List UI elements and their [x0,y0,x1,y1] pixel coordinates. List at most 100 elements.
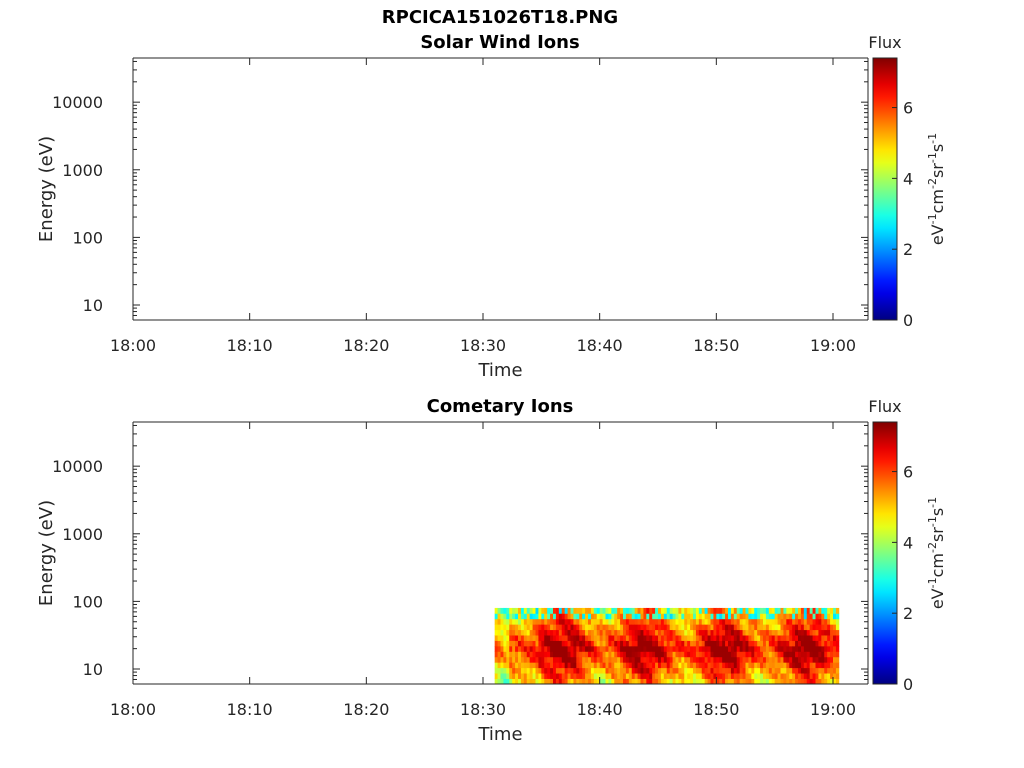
spectrogram-cell [812,613,816,620]
spectrogram-cell [830,656,834,663]
spectrogram-cell [605,645,609,652]
spectrogram-cell [725,618,729,625]
spectrogram-cell [582,662,586,669]
spectrogram-cell [774,645,778,652]
spectrogram-cell [713,640,717,647]
spectrogram-cell [669,667,673,674]
spectrogram-cell [710,645,714,652]
spectrogram-cell [748,656,752,663]
spectrogram-cell [596,673,601,679]
spectrogram-cell [710,673,714,679]
spectrogram-cell [833,662,837,669]
spectrogram-cell [506,607,510,614]
spectrogram-cell [617,629,621,636]
spectrogram-cell [672,613,676,620]
spectrogram-cell [745,673,749,679]
spectrogram-cell [637,624,641,631]
spectrogram-cell [675,613,679,620]
spectrogram-cell [558,629,563,636]
spectrogram-cell [695,635,700,641]
spectrogram-cell [818,618,822,625]
spectrogram-cell [660,624,665,631]
spectrogram-cell [588,635,592,641]
spectrogram-cell [541,618,545,625]
spectrogram-cell [500,629,504,636]
spectrogram-cell [620,673,624,679]
spectrogram-cell [628,635,633,641]
spectrogram-cell [786,645,790,652]
spectrogram-cell [637,640,641,647]
spectrogram-cell [678,662,682,669]
spectrogram-cell [751,678,755,685]
spectrogram-cell [722,667,726,674]
spectrogram-cell [512,624,516,631]
spectrogram-cell [742,656,746,663]
spectrogram-cell [830,651,834,658]
spectrogram-cell [558,667,563,674]
spectrogram-cell [535,645,539,652]
spectrogram-cell [812,629,816,636]
spectrogram-cell [602,618,606,625]
spectrogram-cell [835,635,840,641]
spectrogram-cell [509,651,513,658]
spectrogram-cell [763,662,767,669]
spectrogram-cell [760,673,764,679]
spectrogram-cell [538,618,542,625]
spectrogram-cell [757,618,761,625]
spectrogram-cell [617,667,621,674]
spectrogram-cell [684,629,688,636]
spectrogram-cell [550,673,554,679]
spectrogram-cell [582,673,586,679]
spectrogram-cell [523,678,528,685]
spectrogram-cell [830,667,834,674]
spectrogram-cell [596,613,601,620]
spectrogram-cell [643,651,647,658]
spectrogram-cell [570,635,574,641]
spectrogram-cell [675,651,679,658]
spectrogram-cell [751,673,755,679]
spectrogram-cell [658,624,662,631]
chart-title: Cometary Ions [427,396,574,417]
spectrogram-cell [637,667,641,674]
spectrogram-cell [541,656,545,663]
spectrogram-cell [643,635,647,641]
spectrogram-cell [652,613,656,620]
spectrogram-cell [567,640,571,647]
spectrogram-cell [631,651,636,658]
spectrogram-cell [573,613,577,620]
spectrogram-cell [515,624,519,631]
spectrogram-cell [547,613,551,620]
spectrogram-cell [538,629,542,636]
spectrogram-cell [707,651,711,658]
spectrogram-cell [707,640,711,647]
x-tick-label: 18:10 [227,700,273,719]
spectrogram-cell [754,635,758,641]
spectrogram-cell [518,624,522,631]
spectrogram-cell [506,645,510,652]
spectrogram-cell [830,645,834,652]
spectrogram-cell [608,618,612,625]
spectrogram-cell [736,635,741,641]
spectrogram-cell [532,635,536,641]
spectrogram-cell [655,635,659,641]
spectrogram-cell [532,607,536,614]
figure-title: RPCICA151026T18.PNG [381,7,619,28]
spectrogram-cell [550,651,554,658]
spectrogram-cell [532,613,536,620]
spectrogram-cell [722,645,726,652]
spectrogram-cell [669,629,673,636]
spectrogram-cell [786,656,790,663]
spectrogram-cell [655,645,659,652]
spectrogram-cell [815,651,819,658]
spectrogram-cell [754,618,758,625]
spectrogram-cell [672,629,676,636]
spectrogram-cell [570,640,574,647]
spectrogram-cell [538,635,542,641]
spectrogram-cell [798,624,802,631]
spectrogram-cell [736,645,741,652]
spectrogram-cell [754,656,758,663]
spectrogram-cell [523,667,528,674]
spectrogram-cell [535,651,539,658]
spectrogram-cell [806,678,811,685]
spectrogram-cell [555,651,560,658]
